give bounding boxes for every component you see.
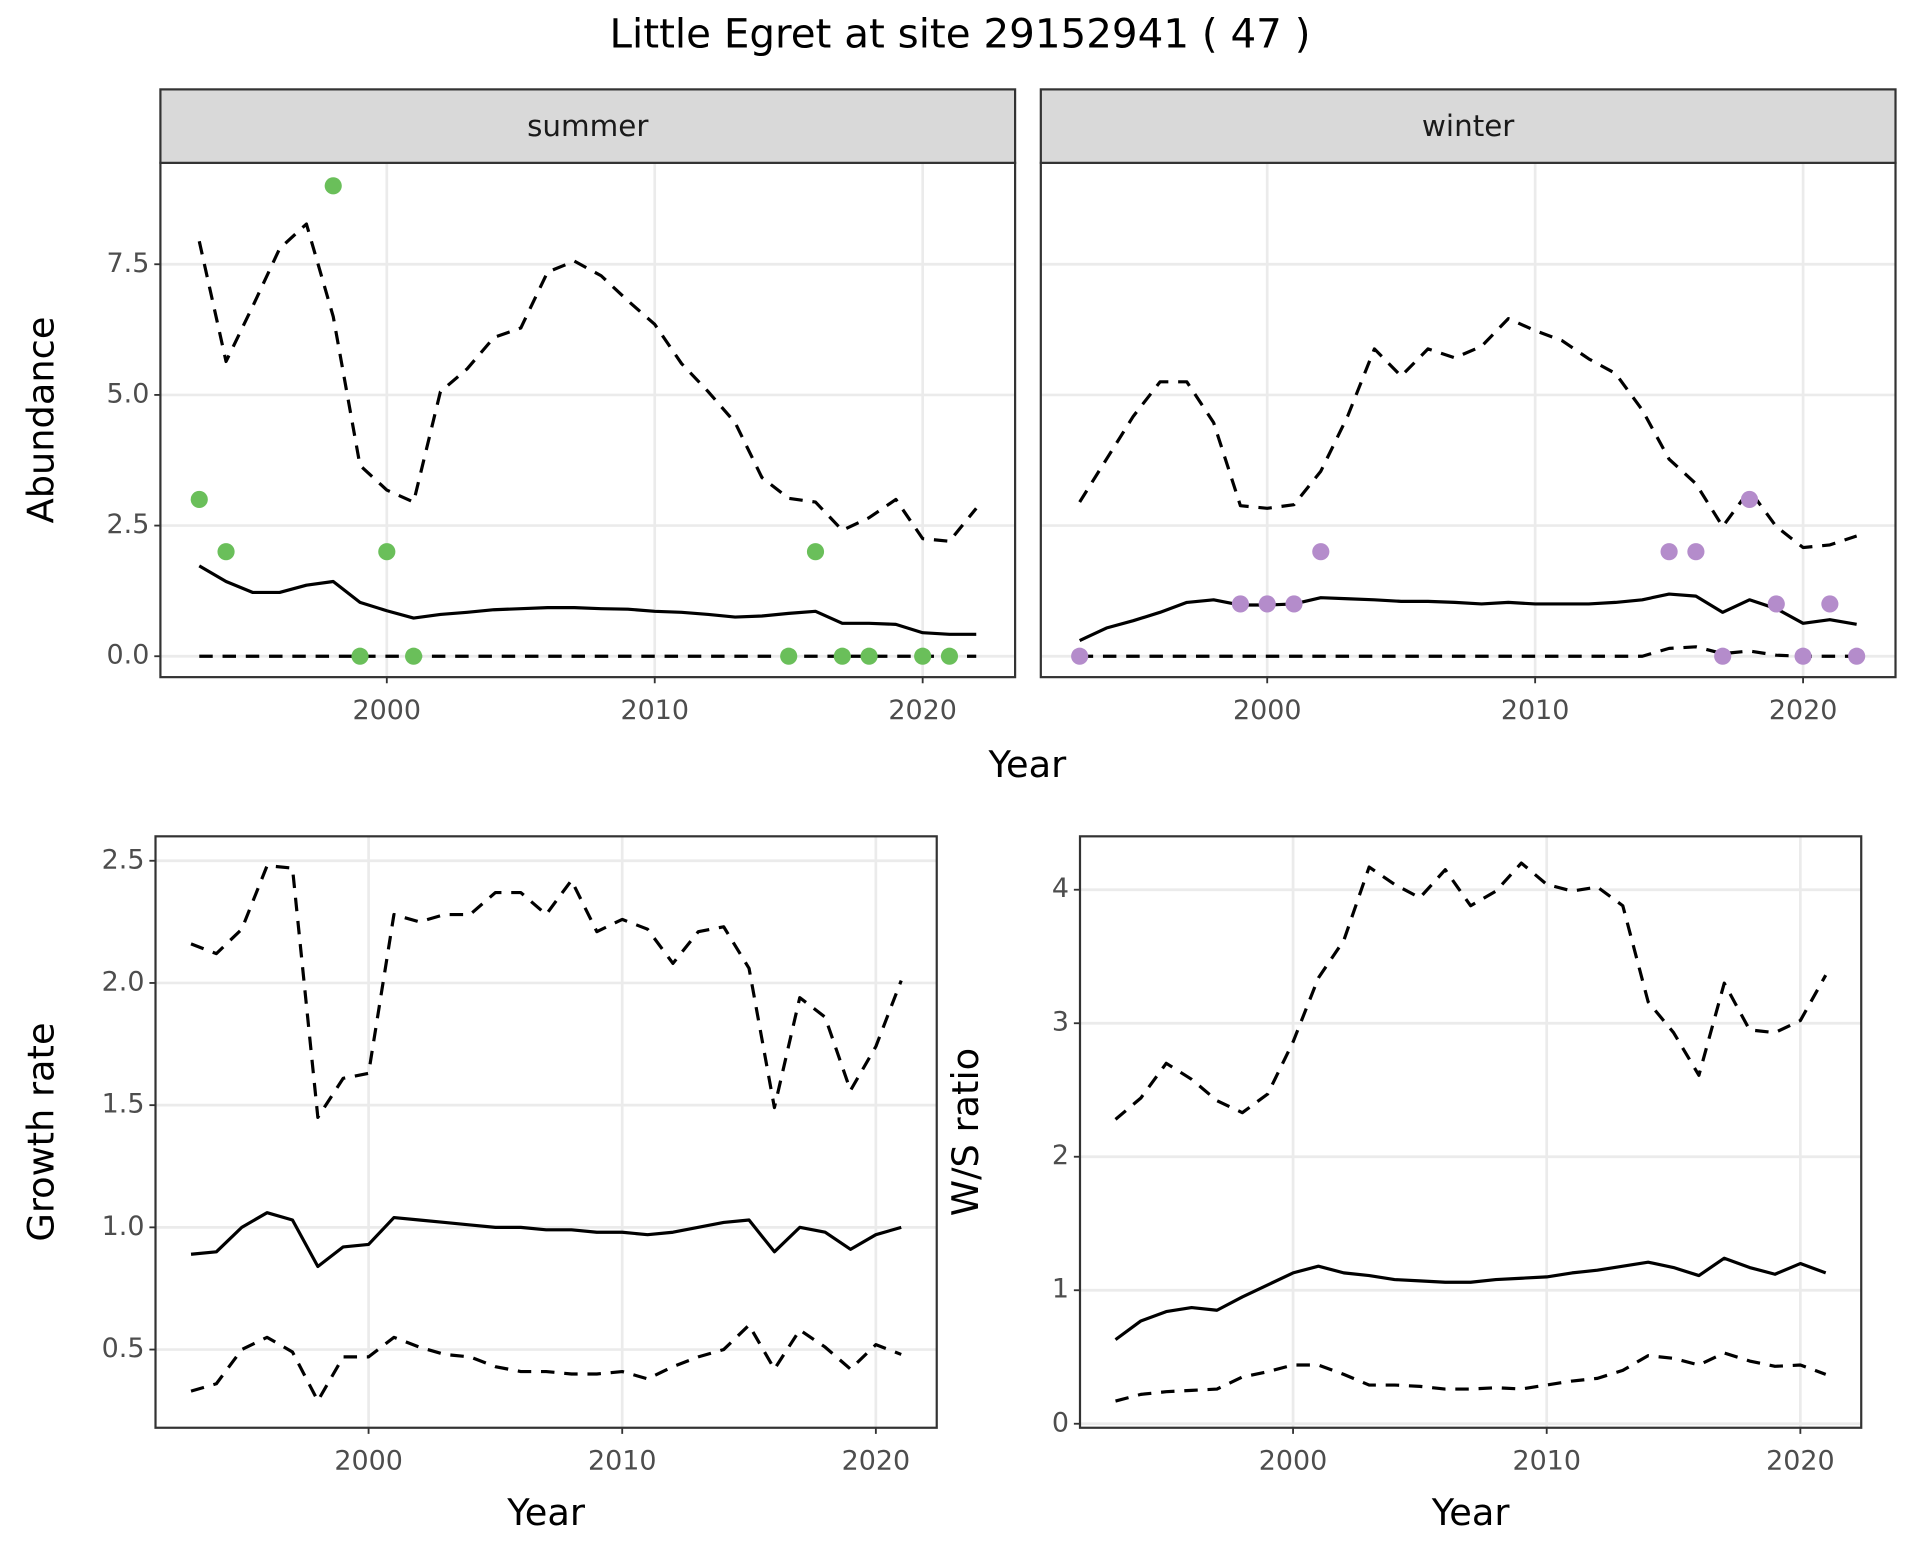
line: [1115, 1351, 1827, 1403]
strip-label: winter: [1422, 109, 1515, 143]
plot-border: [154, 835, 938, 1429]
y-tick-label: 2.5: [102, 844, 145, 875]
line: [190, 1323, 902, 1403]
line: [1078, 592, 1857, 642]
point: [378, 543, 396, 561]
line: [1078, 317, 1858, 550]
point: [1071, 647, 1089, 665]
point: [1660, 543, 1678, 561]
point: [940, 647, 959, 665]
point: [833, 647, 851, 665]
plot-border: [1078, 835, 1863, 1429]
plot-area: [1080, 836, 1862, 1428]
strip-label: summer: [527, 109, 649, 143]
point: [405, 647, 423, 665]
y-tick-label: 7.5: [107, 248, 150, 279]
y-tick-label: 0.5: [102, 1333, 145, 1364]
point: [351, 647, 369, 665]
line: [190, 1211, 902, 1269]
point: [1285, 595, 1303, 613]
x-tick-label: 2020: [842, 1446, 911, 1477]
y-tick-label: 1.5: [102, 1089, 145, 1120]
x-tick-label: 2010: [1501, 695, 1570, 726]
strip: [1039, 88, 1897, 164]
y-tick-label: 2.0: [102, 966, 145, 997]
x-axis-label: Year: [987, 743, 1067, 786]
x-tick-label: 2010: [620, 695, 689, 726]
x-tick-label: 2000: [1233, 695, 1302, 726]
point: [1821, 595, 1839, 613]
y-tick-label: 4: [1052, 873, 1069, 904]
point: [1794, 647, 1812, 665]
line: [1114, 861, 1828, 1121]
x-tick-label: 2010: [588, 1446, 657, 1477]
line: [1079, 645, 1857, 658]
y-axis-label: Growth rate: [19, 1022, 62, 1241]
point: [1312, 543, 1330, 561]
point: [1767, 595, 1785, 613]
plot-area: [155, 836, 937, 1428]
x-tick-label: 2000: [334, 1446, 403, 1477]
y-tick-label: 2.5: [107, 509, 150, 540]
point: [806, 543, 825, 561]
point: [324, 177, 342, 195]
point: [1687, 543, 1705, 561]
x-axis-label: Year: [1431, 1491, 1511, 1534]
line: [1114, 1256, 1827, 1341]
point: [190, 490, 208, 509]
figure-title: Little Egret at site 29152941 ( 47 ): [610, 10, 1311, 58]
line: [190, 864, 903, 1119]
point: [1848, 647, 1866, 665]
point: [1740, 490, 1759, 509]
plot-area: [160, 162, 1016, 678]
y-tick-label: 2: [1052, 1140, 1069, 1171]
x-tick-label: 2020: [888, 695, 957, 726]
strip: [159, 88, 1017, 164]
point: [1231, 595, 1249, 613]
point: [1258, 595, 1276, 613]
plot-area: [1040, 162, 1896, 678]
x-tick-label: 2020: [1766, 1446, 1835, 1477]
x-tick-label: 2000: [1259, 1446, 1328, 1477]
x-axis-label: Year: [506, 1491, 586, 1534]
y-tick-label: 3: [1052, 1007, 1069, 1038]
point: [1714, 647, 1732, 665]
y-tick-label: 1.0: [102, 1211, 145, 1242]
y-tick-label: 0.0: [107, 640, 150, 671]
y-tick-label: 1: [1052, 1274, 1069, 1305]
point: [860, 647, 878, 665]
point: [217, 543, 235, 561]
x-tick-label: 2020: [1769, 695, 1838, 726]
point: [780, 647, 798, 665]
y-axis-label: W/S ratio: [944, 1048, 987, 1216]
x-tick-label: 2010: [1512, 1446, 1581, 1477]
y-tick-label: 5.0: [107, 378, 150, 409]
line: [198, 564, 977, 636]
y-axis-label: Abundance: [19, 317, 62, 524]
line: [197, 222, 978, 543]
x-tick-label: 2000: [353, 695, 422, 726]
point: [914, 647, 932, 665]
y-tick-label: 0: [1052, 1407, 1069, 1438]
